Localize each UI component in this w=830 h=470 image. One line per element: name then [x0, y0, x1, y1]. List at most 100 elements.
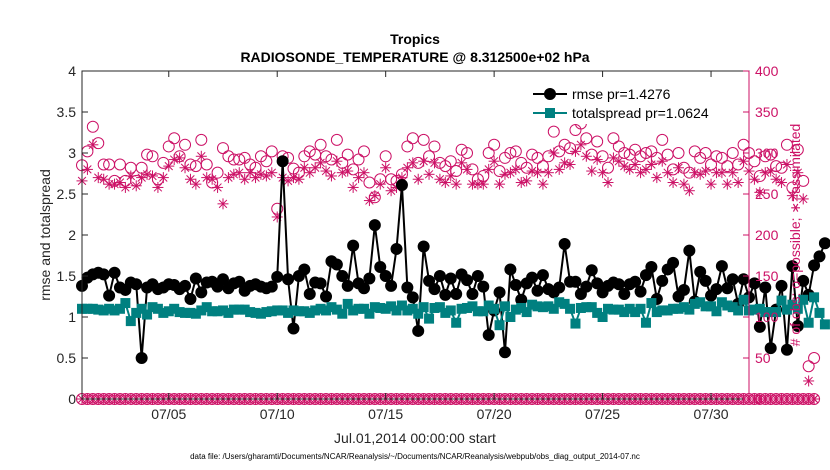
- totalspread-point: [776, 295, 787, 306]
- rmse-point: [265, 280, 278, 293]
- totalspread-point: [565, 303, 576, 314]
- rmse-point: [726, 273, 739, 286]
- rmse-point: [347, 239, 360, 252]
- totalspread-point: [711, 306, 722, 317]
- totalspread-point: [819, 319, 830, 330]
- totalspread-point: [733, 305, 744, 316]
- obs-assimilated-point: [732, 177, 744, 189]
- obs-assimilated-point: [580, 150, 592, 162]
- obs-assimilated-point: [700, 165, 712, 177]
- rmse-point: [461, 274, 474, 287]
- totalspread-point: [586, 302, 597, 313]
- obs-assimilated-point: [239, 173, 251, 185]
- obs-possible-point: [179, 138, 192, 151]
- obs-assimilated-point: [651, 172, 663, 184]
- obs-possible-point: [797, 174, 810, 187]
- rmse-point: [509, 279, 522, 292]
- rmse-point: [531, 284, 544, 297]
- obs-assimilated-point: [510, 163, 522, 175]
- obs-possible-point: [580, 132, 593, 145]
- rmse-point: [433, 270, 446, 282]
- rmse-point: [401, 281, 414, 294]
- obs-possible-point: [363, 176, 376, 189]
- chart-title: Tropics: [390, 31, 440, 47]
- obs-possible-point: [341, 148, 354, 161]
- right-y-tick-label: 400: [755, 63, 779, 79]
- obs-assimilated-point: [92, 172, 104, 184]
- left-y-tick-label: 3: [68, 145, 76, 161]
- totalspread-point: [451, 317, 462, 328]
- obs-assimilated-point: [380, 162, 392, 174]
- rmse-point: [526, 271, 539, 284]
- rmse-point: [558, 238, 571, 251]
- rmse-point: [667, 256, 680, 269]
- obs-assimilated-point: [537, 178, 549, 190]
- left-y-tick-label: 1: [68, 309, 76, 325]
- totalspread-point: [136, 303, 147, 314]
- obs-assimilated-point: [776, 177, 788, 189]
- obs-assimilated-point: [748, 173, 760, 185]
- rmse-point: [287, 322, 300, 335]
- rmse-point: [379, 270, 392, 282]
- obs-assimilated-point: [483, 163, 495, 175]
- totalspread-point: [738, 294, 749, 305]
- rmse-point: [368, 219, 381, 232]
- obs-assimilated-point: [607, 152, 619, 164]
- obs-assimilated-point: [130, 180, 142, 192]
- totalspread-point: [505, 312, 516, 322]
- rmse-point: [656, 274, 669, 287]
- x-tick-label: 07/25: [585, 406, 620, 422]
- obs-assimilated-point: [228, 168, 240, 180]
- obs-possible-point: [656, 133, 669, 146]
- obs-assimilated-point: [347, 181, 359, 193]
- obs-possible-point: [802, 360, 815, 373]
- right-y-tick-label: 350: [755, 104, 779, 120]
- rmse-point: [395, 178, 408, 191]
- left-y-tick-label: 3.5: [57, 104, 77, 120]
- rmse-point: [357, 282, 370, 295]
- left-y-tick-label: 4: [68, 63, 76, 79]
- obs-assimilated-point: [201, 172, 213, 184]
- obs-assimilated-point: [222, 172, 234, 184]
- totalspread-point: [570, 318, 581, 329]
- rmse-point: [618, 288, 631, 301]
- obs-possible-point: [195, 133, 208, 146]
- obs-possible-point: [547, 125, 560, 138]
- obs-assimilated-point: [738, 155, 750, 167]
- obs-assimilated-point: [152, 181, 164, 193]
- obs-assimilated-point: [678, 178, 690, 190]
- rmse-point: [374, 260, 387, 273]
- obs-assimilated-point: [808, 393, 820, 405]
- obs-assimilated-point: [602, 177, 614, 189]
- right-y-tick-label: 0: [755, 391, 763, 407]
- rmse-point: [303, 288, 316, 301]
- right-y-tick-label: 100: [755, 309, 779, 325]
- totalspread-point: [635, 303, 646, 314]
- obs-assimilated-point: [250, 172, 262, 184]
- obs-assimilated-point: [640, 163, 652, 175]
- obs-assimilated-point: [374, 178, 386, 190]
- rmse-point: [694, 265, 707, 278]
- obs-possible-point: [672, 147, 685, 159]
- obs-assimilated-point: [358, 167, 370, 179]
- obs-possible-point: [428, 140, 441, 153]
- totalspread-point: [792, 303, 803, 314]
- rmse-point: [737, 273, 750, 286]
- left-y-tick-label: 2: [68, 227, 76, 243]
- x-tick-label: 07/05: [151, 406, 186, 422]
- obs-assimilated-point: [727, 167, 739, 179]
- totalspread-point: [809, 292, 820, 303]
- obs-assimilated-point: [569, 145, 581, 157]
- x-tick-label: 07/10: [260, 406, 295, 422]
- obs-possible-point: [759, 150, 772, 163]
- totalspread-point: [803, 317, 814, 328]
- obs-possible-point: [141, 148, 154, 161]
- rmse-point: [97, 268, 110, 281]
- chart-subtitle: RADIOSONDE_TEMPERATURE @ 8.312500e+02 hP…: [240, 49, 589, 65]
- rmse-point: [336, 270, 349, 282]
- obs-assimilated-point: [195, 150, 207, 162]
- rmse-point: [477, 280, 490, 293]
- obs-possible-point: [86, 120, 99, 133]
- rmse-point: [677, 283, 690, 296]
